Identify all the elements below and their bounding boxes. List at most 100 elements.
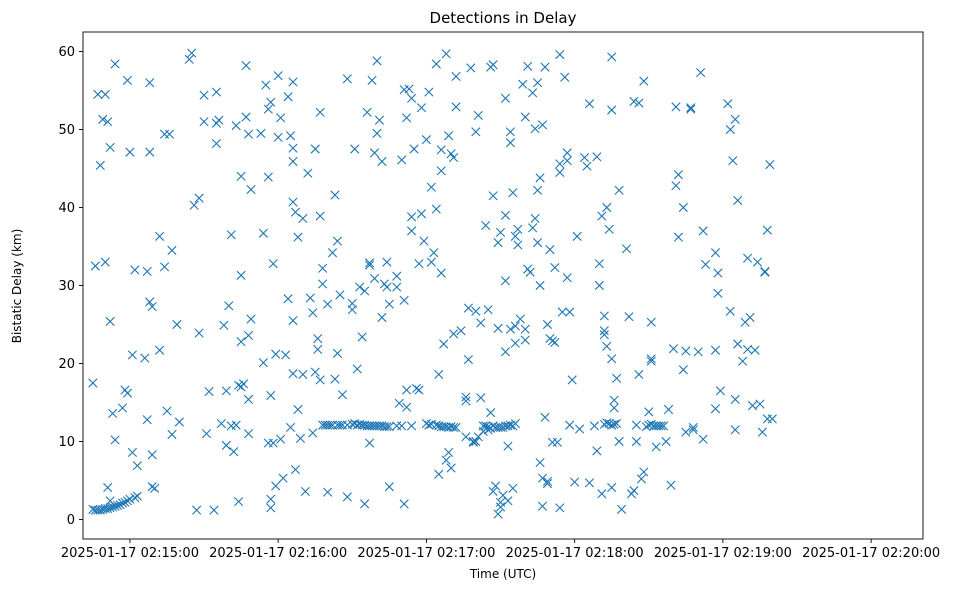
x-tick-label: 2025-01-17 02:15:00: [61, 546, 199, 561]
data-point: [103, 117, 113, 127]
data-point: [214, 115, 224, 125]
data-point: [419, 236, 429, 246]
data-point: [614, 185, 624, 195]
data-point: [236, 171, 246, 181]
data-point: [243, 330, 254, 341]
data-point: [318, 263, 328, 273]
data-point: [473, 110, 483, 121]
data-point: [117, 403, 128, 413]
data-point: [243, 429, 254, 439]
data-point: [604, 224, 614, 234]
data-point: [330, 190, 340, 200]
data-point: [132, 461, 142, 471]
data-point: [444, 447, 454, 458]
data-point: [399, 295, 409, 305]
data-point: [352, 364, 362, 374]
data-point: [646, 317, 656, 327]
data-point: [288, 316, 298, 326]
data-point: [750, 345, 760, 355]
data-point: [505, 127, 516, 137]
data-point: [288, 77, 298, 87]
data-point: [127, 447, 138, 458]
data-point: [258, 228, 268, 238]
data-point: [243, 129, 254, 139]
data-point: [103, 482, 113, 493]
data-point: [414, 385, 424, 395]
data-point: [140, 353, 150, 363]
data-point: [488, 486, 498, 497]
data-point: [582, 161, 592, 171]
data-point: [357, 332, 367, 342]
data-point: [602, 202, 612, 213]
data-point: [187, 48, 197, 58]
data-point: [431, 420, 441, 430]
data-point: [392, 421, 402, 431]
data-point: [246, 184, 256, 195]
data-point: [550, 262, 560, 273]
data-point: [725, 306, 735, 316]
data-point: [204, 386, 214, 397]
data-point: [300, 486, 310, 497]
data-points: [88, 48, 777, 519]
data-point: [147, 301, 157, 312]
data-point: [481, 220, 491, 231]
data-point: [295, 433, 306, 443]
data-point: [612, 373, 622, 383]
data-point: [110, 435, 120, 445]
data-point: [246, 314, 256, 324]
data-point: [631, 436, 642, 447]
data-point: [745, 312, 755, 323]
data-point: [757, 427, 768, 437]
data-point: [471, 127, 481, 137]
data-point: [696, 67, 706, 78]
data-point: [283, 92, 293, 102]
data-point: [174, 417, 184, 427]
data-point: [335, 420, 345, 430]
data-point: [461, 392, 471, 402]
data-point: [710, 248, 721, 258]
data-point: [555, 159, 565, 169]
data-point: [283, 294, 293, 304]
data-point: [609, 403, 619, 413]
data-point: [325, 420, 335, 430]
data-point: [167, 245, 177, 255]
data-point: [730, 114, 740, 124]
data-point: [224, 301, 234, 311]
data-point: [518, 79, 528, 89]
data-point: [147, 482, 157, 492]
data-point: [537, 501, 548, 511]
data-point: [602, 341, 612, 351]
data-point: [710, 404, 721, 414]
data-point: [238, 379, 249, 389]
data-point: [636, 474, 646, 484]
data-point: [607, 354, 617, 364]
data-point: [461, 432, 471, 442]
data-point: [162, 406, 172, 416]
data-point: [609, 419, 619, 429]
data-point: [382, 282, 392, 292]
data-point: [266, 494, 276, 504]
data-point: [263, 438, 273, 448]
data-point: [728, 156, 738, 166]
data-point: [164, 129, 175, 139]
data-point: [646, 419, 656, 429]
data-point: [545, 245, 555, 255]
data-point: [762, 225, 772, 235]
data-point: [243, 394, 254, 404]
data-point: [322, 487, 333, 497]
data-point: [439, 339, 449, 349]
data-point: [510, 338, 520, 348]
data-point: [120, 497, 130, 507]
data-point: [500, 210, 511, 220]
data-point: [127, 350, 138, 360]
data-point: [755, 399, 765, 409]
data-point: [434, 469, 444, 479]
data-point: [555, 503, 565, 513]
data-point: [597, 211, 607, 221]
data-point: [194, 193, 204, 203]
data-point: [234, 380, 244, 390]
data-point: [760, 266, 770, 277]
data-point: [416, 103, 427, 113]
data-point: [384, 422, 394, 432]
data-point: [397, 155, 407, 165]
